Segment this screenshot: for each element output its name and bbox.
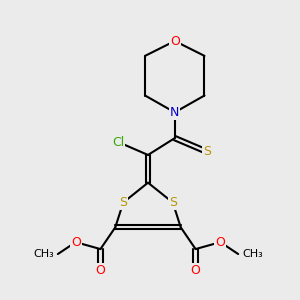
Text: Cl: Cl [112,136,124,148]
Text: S: S [169,196,177,209]
Text: CH₃: CH₃ [33,249,54,259]
Text: CH₃: CH₃ [242,249,263,259]
Text: O: O [95,264,105,278]
Text: N: N [170,106,179,119]
Text: O: O [71,236,81,249]
Text: S: S [203,146,211,158]
Text: S: S [119,196,127,209]
Text: O: O [190,264,200,278]
Text: O: O [215,236,225,249]
Text: O: O [170,34,180,47]
